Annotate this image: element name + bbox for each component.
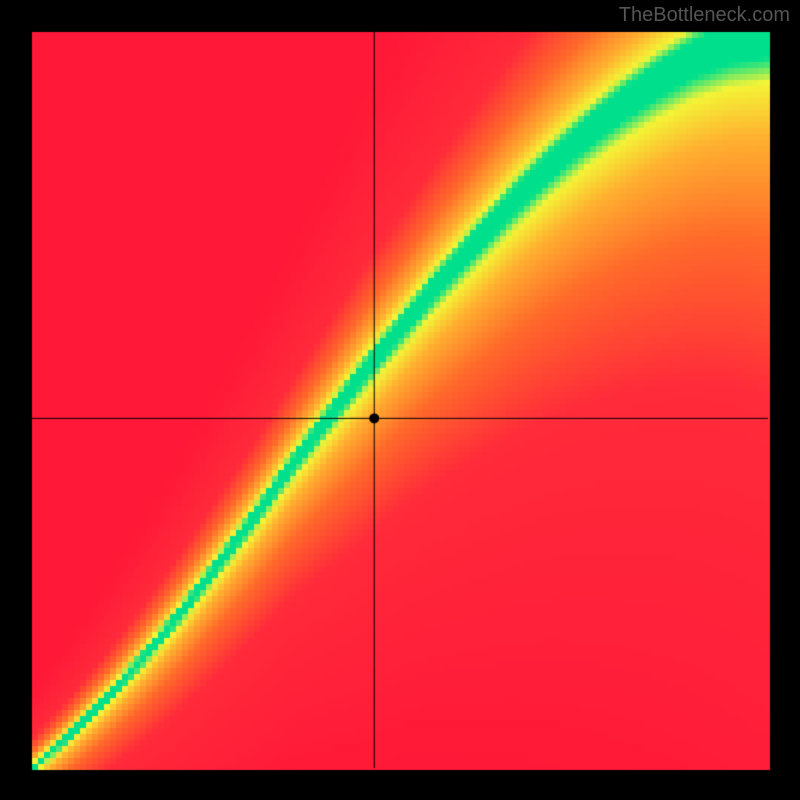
attribution-label: TheBottleneck.com	[619, 4, 790, 27]
chart-container: TheBottleneck.com	[0, 0, 800, 800]
chart-frame	[0, 0, 800, 800]
heatmap-canvas	[0, 0, 800, 800]
